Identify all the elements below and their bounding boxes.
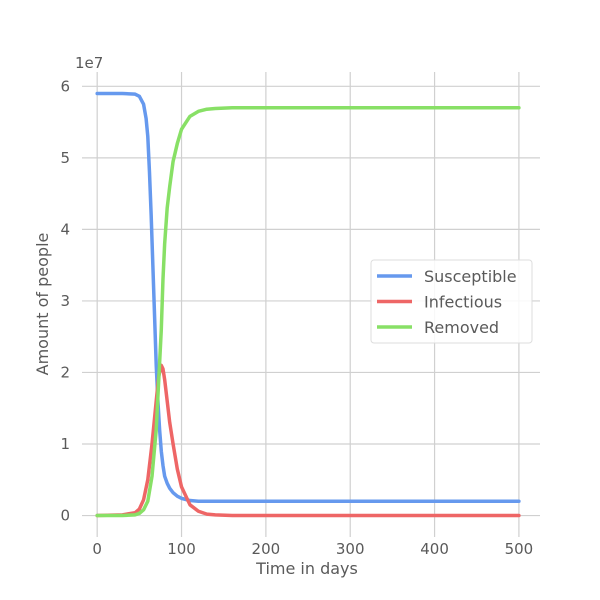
y-tick-label: 4 [60,220,70,238]
x-tick-label: 500 [505,540,534,558]
y-tick-label: 5 [60,149,70,167]
legend-label-susceptible: Susceptible [424,267,517,286]
series-line-removed [95,106,521,518]
x-tick-label: 400 [420,540,449,558]
legend-label-infectious: Infectious [424,293,502,312]
legend-box [370,259,533,344]
y-tick-label: 2 [60,363,70,381]
x-axis-label: Time in days [255,559,358,578]
legend-label-removed: Removed [424,318,499,337]
y-tick-label: 0 [60,507,70,525]
series-line-susceptible [95,91,521,503]
x-tick-label: 0 [92,540,102,558]
y-tick-label: 6 [60,77,70,95]
legend: Susceptible Infectious Removed [370,259,533,344]
series-line-infectious [95,363,521,518]
x-tick-label: 300 [336,540,365,558]
y-offset-label: 1e7 [75,54,103,72]
y-tick-label: 1 [60,435,70,453]
x-tick-label: 200 [252,540,281,558]
x-tick-label: 100 [167,540,196,558]
y-tick-label: 3 [60,292,70,310]
y-axis-label: Amount of people [33,233,52,376]
